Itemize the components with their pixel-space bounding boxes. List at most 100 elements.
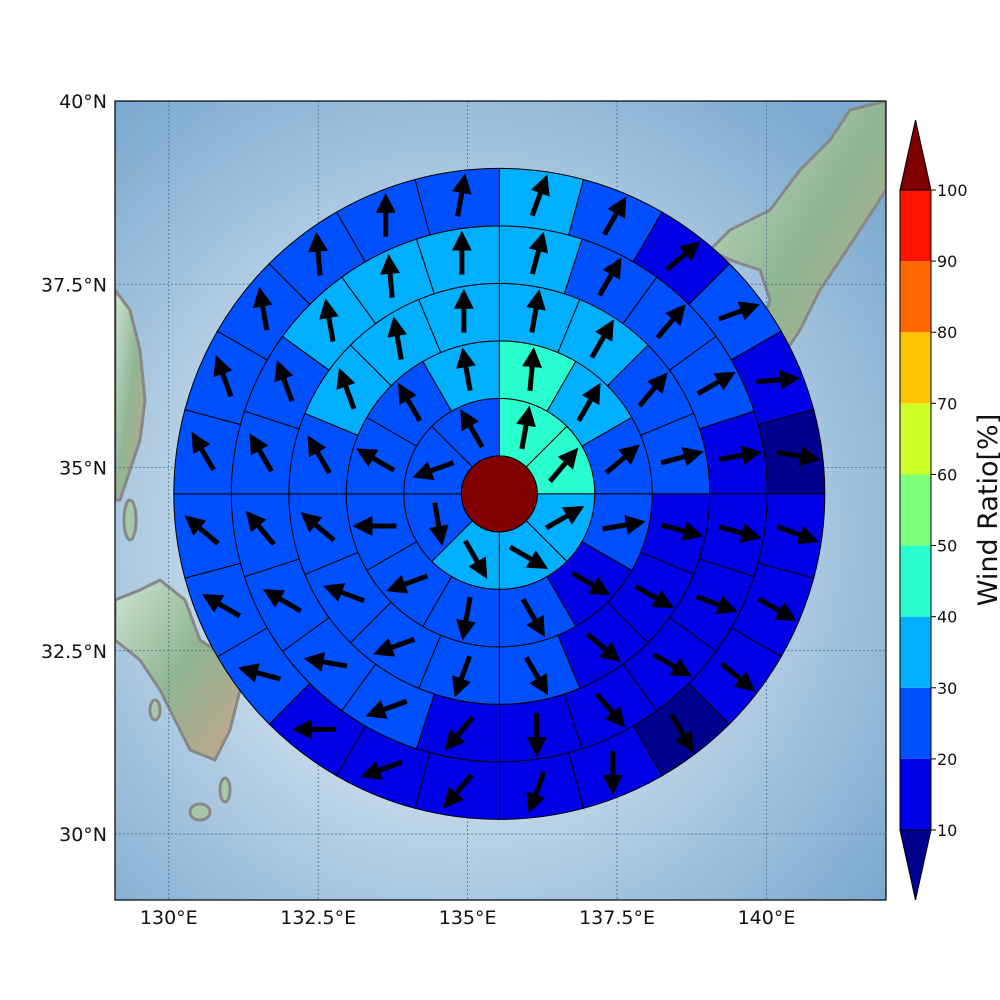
wind-arrow	[213, 355, 234, 398]
wind-arrow	[571, 571, 611, 596]
land-island-2	[218, 776, 232, 804]
wind-arrow	[322, 583, 366, 604]
wind-arrow	[585, 632, 621, 663]
colorbar-segment	[900, 403, 931, 475]
wind-arrow	[252, 286, 273, 331]
wind-arrow	[665, 241, 701, 272]
wind-arrow	[456, 596, 476, 641]
wind-arrow	[319, 298, 339, 342]
latitude-tick-label: 35°N	[59, 458, 107, 480]
wind-arrow	[652, 652, 692, 677]
map-area	[115, 101, 886, 900]
colorbar-outline	[899, 189, 932, 831]
colorbar-tick-label: 90	[937, 252, 957, 271]
wind-arrow	[602, 515, 646, 535]
longitude-tick-labels: 130°E 132.5°E 135°E 137.5°E 140°E	[140, 907, 795, 929]
wind-arrow	[545, 506, 585, 531]
wind-arrow	[443, 773, 474, 809]
wind-arrow	[398, 382, 423, 423]
land-island-1	[188, 802, 212, 822]
wind-arrow	[757, 596, 797, 621]
core-sector	[460, 455, 538, 533]
longitude-tick-label: 137.5°E	[579, 907, 655, 929]
colorbar-tick-label: 10	[937, 821, 957, 840]
latitude-tick-label: 30°N	[59, 824, 107, 846]
wind-arrow	[386, 573, 429, 594]
wind-arrow	[201, 594, 242, 619]
wind-arrow	[602, 196, 627, 236]
latitude-tick-label: 32.5°N	[41, 641, 107, 663]
wind-arrow	[529, 174, 550, 217]
longitude-tick-label: 140°E	[738, 907, 796, 929]
wind-arrow	[373, 636, 416, 657]
wind-arrow	[720, 661, 756, 692]
wind-arrow	[669, 713, 694, 753]
wind-sector-rings	[173, 167, 826, 820]
wind-arrow	[191, 431, 216, 472]
colorbar-segment	[900, 261, 931, 333]
wind-arrow	[444, 715, 475, 751]
wind-arrow	[660, 521, 704, 541]
wind-arrow	[303, 652, 348, 672]
wind-arrow	[776, 524, 819, 545]
wind-arrow	[655, 304, 686, 340]
wind-sector	[414, 167, 500, 236]
wind-arrow	[718, 523, 762, 543]
colorbar-tick-label: 20	[937, 750, 957, 769]
colorbar-segment	[900, 616, 931, 688]
wind-arrow	[597, 257, 622, 297]
wind-arrow	[451, 173, 472, 217]
wind-arrow	[756, 369, 801, 390]
wind-arrow	[356, 448, 396, 473]
wind-direction-arrows	[184, 173, 820, 814]
colorbar-segment	[900, 190, 931, 262]
wind-arrow	[528, 231, 549, 275]
wind-arrow	[516, 405, 536, 450]
wind-arrow	[637, 372, 668, 408]
wind-arrow	[526, 289, 546, 333]
wind-arrow	[360, 759, 403, 780]
wind-arrow	[660, 447, 704, 467]
land-island-4	[122, 498, 138, 542]
wind-arrow	[589, 319, 614, 359]
wind-arrow	[237, 663, 281, 683]
latitude-tick-label: 37.5°N	[41, 274, 107, 296]
wind-arrow	[463, 539, 488, 579]
wind-arrow	[718, 445, 763, 466]
wind-arrow	[428, 502, 449, 546]
latitude-tick-labels: 40°N 37.5°N 35°N 32.5°N 30°N	[41, 91, 107, 846]
wind-arrow	[520, 597, 545, 638]
wind-arrow	[526, 771, 547, 814]
colorbar-tick-label: 100	[937, 181, 968, 200]
colorbar-tick-label: 60	[937, 465, 957, 484]
wind-arrow	[604, 444, 640, 475]
land-chugoku-west	[115, 287, 147, 502]
colorbar-over-triangle	[899, 119, 932, 191]
colorbar: 10 20 30 40 50 60 70 80 90 100	[899, 119, 968, 901]
wind-arrow	[576, 382, 601, 423]
longitude-tick-label: 132.5°E	[280, 907, 356, 929]
colorbar-under-triangle	[899, 829, 932, 901]
colorbar-tick-label: 40	[937, 608, 957, 627]
wind-arrow	[412, 460, 455, 481]
wind-arrow	[695, 594, 738, 615]
colorbar-segment	[900, 474, 931, 546]
wind-arrow	[717, 301, 760, 322]
wind-arrow	[548, 447, 579, 483]
longitude-tick-label: 130°E	[140, 907, 198, 929]
wind-arrow	[595, 692, 626, 728]
wind-arrow	[249, 433, 274, 473]
wind-arrow	[184, 515, 220, 546]
wind-arrow	[380, 253, 401, 298]
wind-arrow	[460, 408, 485, 449]
wind-arrow	[262, 589, 303, 614]
wind-arrow	[508, 544, 549, 569]
wind-arrow	[634, 584, 674, 609]
colorbar-segment	[900, 332, 931, 404]
land-island-3	[148, 698, 162, 722]
wind-arrow	[524, 656, 549, 696]
wind-arrow	[274, 360, 295, 403]
wind-arrow	[696, 371, 736, 396]
wind-arrow	[365, 698, 408, 719]
